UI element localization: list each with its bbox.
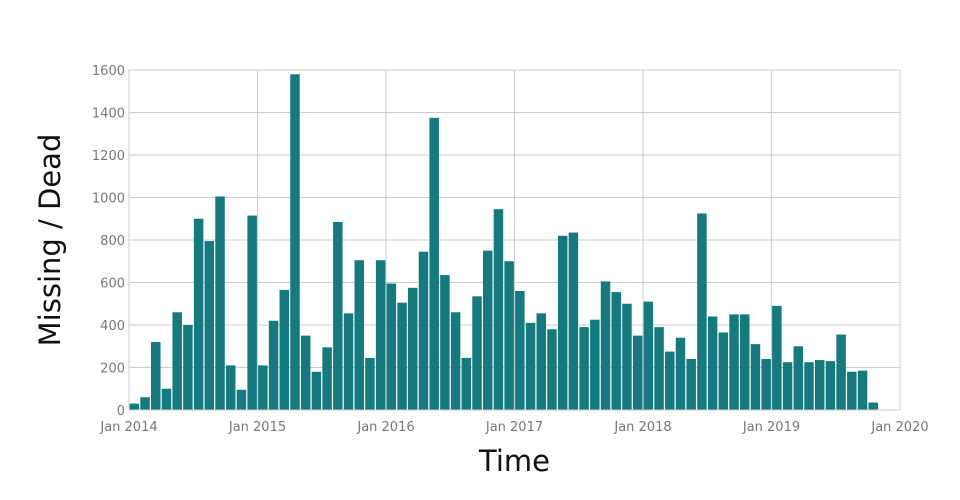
bar <box>482 250 493 410</box>
bar <box>579 327 589 410</box>
bar <box>600 281 611 410</box>
bar <box>697 213 707 410</box>
bar <box>418 251 429 410</box>
bar <box>568 232 579 410</box>
bar <box>718 332 729 410</box>
x-tick-label: Jan 2018 <box>613 420 671 435</box>
x-axis-title: Time <box>478 444 550 478</box>
bar <box>654 327 664 410</box>
bar <box>525 322 536 410</box>
bar <box>836 334 846 410</box>
bar <box>193 218 204 410</box>
bar <box>686 359 696 410</box>
x-tick-label: Jan 2020 <box>870 420 928 435</box>
y-tick-label: 400 <box>100 319 125 334</box>
bar <box>504 261 514 410</box>
bar <box>547 329 557 410</box>
bar <box>611 292 621 410</box>
bar <box>750 344 761 410</box>
bar <box>847 371 857 410</box>
bar <box>729 314 739 410</box>
bar <box>707 316 718 410</box>
bar <box>408 287 418 410</box>
y-tick-label: 1600 <box>92 64 125 79</box>
bar <box>247 215 257 410</box>
bar <box>804 362 814 410</box>
bar <box>461 357 472 410</box>
bar <box>343 313 354 410</box>
bar <box>279 289 290 410</box>
bar <box>472 296 482 410</box>
y-tick-label: 800 <box>100 234 125 249</box>
bar <box>782 362 793 410</box>
bar <box>739 314 750 410</box>
bar <box>268 320 279 410</box>
y-tick-label: 1200 <box>92 149 125 164</box>
bar <box>857 370 868 410</box>
x-tick-label: Jan 2016 <box>356 420 414 435</box>
bar <box>386 283 397 410</box>
plot-frame <box>128 69 901 411</box>
bar <box>515 291 525 410</box>
bar <box>375 260 386 410</box>
bar <box>622 303 632 410</box>
y-tick-labels: 0 200 400 600 800 1000 1200 1400 1600 <box>92 64 125 419</box>
bar <box>772 305 782 410</box>
x-tick-labels: Jan 2014 Jan 2015 Jan 2016 Jan 2017 Jan 2018… <box>99 420 928 435</box>
bar <box>140 397 150 410</box>
bar <box>290 74 300 410</box>
bar <box>793 346 804 410</box>
bar <box>151 342 161 410</box>
x-tick-label: Jan 2014 <box>99 420 157 435</box>
y-tick-label: 600 <box>100 277 125 292</box>
x-tick-label: Jan 2019 <box>742 420 800 435</box>
bar <box>814 360 825 410</box>
bar <box>161 388 172 410</box>
bar <box>365 357 375 410</box>
bar <box>258 365 268 410</box>
bar <box>450 312 461 410</box>
bar <box>204 241 215 410</box>
bar <box>643 301 654 410</box>
bar <box>129 403 140 410</box>
bar <box>440 275 450 410</box>
bar <box>665 351 675 410</box>
x-tick-label: Jan 2015 <box>228 420 286 435</box>
bar <box>397 302 407 410</box>
bar <box>333 221 343 410</box>
y-tick-label: 1000 <box>92 192 125 207</box>
bar <box>557 235 568 410</box>
bar <box>215 196 225 410</box>
bar <box>868 402 878 410</box>
y-tick-label: 0 <box>117 404 125 419</box>
bars <box>129 74 878 410</box>
bar <box>183 325 193 410</box>
bar <box>172 312 182 410</box>
bar <box>354 260 364 410</box>
bar <box>632 335 643 410</box>
bar <box>493 209 504 410</box>
bar <box>761 359 771 410</box>
bar <box>675 337 686 410</box>
bar <box>300 335 311 410</box>
bar <box>536 313 547 410</box>
bar <box>590 319 600 410</box>
bar <box>825 361 836 410</box>
bar <box>429 117 439 410</box>
y-tick-label: 200 <box>100 362 125 377</box>
bar <box>225 365 236 410</box>
x-tick-label: Jan 2017 <box>485 420 543 435</box>
y-tick-label: 1400 <box>92 107 125 122</box>
bar <box>322 347 332 410</box>
bar <box>236 389 247 410</box>
y-axis-title: Missing / Dead <box>33 134 67 347</box>
bar <box>311 371 322 410</box>
